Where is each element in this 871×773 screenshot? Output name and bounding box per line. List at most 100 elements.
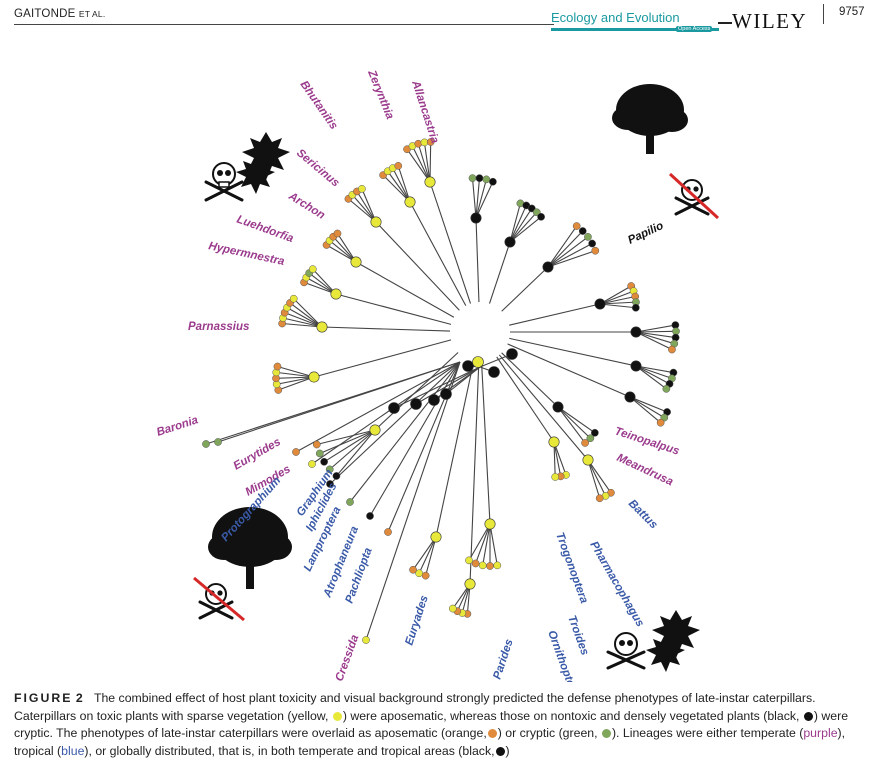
tree-branch xyxy=(382,174,411,203)
tree-branch xyxy=(418,536,437,574)
genus-label: Battus xyxy=(626,498,660,532)
tree-branch xyxy=(429,141,432,183)
tip-phenotype-dot xyxy=(312,440,321,449)
tree-branch xyxy=(323,429,376,463)
legend-dot xyxy=(487,729,497,739)
skull-crossbones-icon xyxy=(204,162,244,202)
tip-phenotype-dot xyxy=(332,472,341,480)
skull-crossbones-crossed-out-icon xyxy=(668,172,720,220)
tip-phenotype-dot xyxy=(409,565,417,574)
tree-branch xyxy=(284,312,323,328)
tip-phenotype-dot xyxy=(581,439,589,447)
tree-branch xyxy=(375,221,460,311)
tree-branch xyxy=(329,429,376,470)
ancestral-state-node xyxy=(428,394,440,406)
tip-phenotype-dot xyxy=(308,460,316,468)
tree-branch xyxy=(326,244,357,263)
tree-branch xyxy=(355,261,455,318)
tree-branch xyxy=(282,322,323,328)
tree-branch xyxy=(348,198,377,223)
tree-branch xyxy=(553,441,556,477)
tree-branch xyxy=(365,361,461,641)
tree-branch xyxy=(507,343,631,398)
tree-branch xyxy=(635,331,673,351)
ancestral-state-node xyxy=(506,348,518,360)
tree-branch xyxy=(599,303,636,309)
tree-branch xyxy=(425,536,437,576)
tree-branch xyxy=(509,205,527,243)
page-number-rule xyxy=(823,4,824,24)
author-name: GAITONDE xyxy=(14,8,76,20)
genus-label: Parnassius xyxy=(188,321,249,333)
genus-label: Meandrusa xyxy=(615,452,676,489)
legend-dot xyxy=(601,729,611,739)
tree-branch xyxy=(496,356,555,443)
tree-branch xyxy=(313,339,452,378)
tree-branch xyxy=(335,293,452,325)
tree-branch xyxy=(435,361,475,538)
tree-branch xyxy=(501,266,549,312)
ancestral-state-node xyxy=(548,436,560,448)
caption-text: ) were aposematic, whereas those on nont… xyxy=(342,708,803,723)
legend-dot xyxy=(803,711,813,721)
genus-label: Eurytides xyxy=(232,436,283,473)
tip-phenotype-dot xyxy=(475,174,484,183)
tree-branch xyxy=(406,148,431,183)
ancestral-state-node xyxy=(504,236,516,248)
tip-phenotype-dot xyxy=(394,162,403,170)
tip-phenotype-dot xyxy=(320,457,328,466)
tree-branch xyxy=(369,361,461,517)
tree-branch xyxy=(329,361,461,485)
tree-branch xyxy=(374,352,459,431)
caption-text: ) were cryptic. The phenotypes of late-i… xyxy=(14,708,849,741)
tree-branch xyxy=(412,536,437,571)
genus-label: Archon xyxy=(286,190,327,222)
tree-branch xyxy=(509,303,601,326)
tree-branch xyxy=(316,429,376,446)
ancestral-state-node xyxy=(404,196,416,208)
tree-branch xyxy=(293,298,323,328)
genus-label: Troides xyxy=(565,614,590,657)
tip-phenotype-dot xyxy=(551,473,560,481)
tree-branch xyxy=(387,170,411,203)
tree-branch xyxy=(599,301,636,305)
tip-phenotype-dot xyxy=(482,175,491,184)
tip-phenotype-dot xyxy=(214,438,222,446)
tip-phenotype-dot xyxy=(465,556,473,565)
tree-branch xyxy=(312,268,337,295)
ancestral-state-node xyxy=(488,366,500,378)
tree-branch xyxy=(276,376,315,385)
ancestral-state-node xyxy=(350,256,362,268)
tip-phenotype-dot xyxy=(358,185,366,193)
tip-phenotype-dot xyxy=(588,239,596,248)
tip-phenotype-dot xyxy=(426,138,435,146)
tree-branch xyxy=(282,317,323,328)
genus-label: Cressida xyxy=(334,633,362,682)
tree-branch xyxy=(278,376,315,391)
tree-branch xyxy=(469,361,480,585)
tree-branch xyxy=(635,365,667,390)
ancestral-state-node xyxy=(430,531,442,543)
tree-branch xyxy=(303,281,337,295)
tree-branch xyxy=(635,324,676,333)
tree-branch xyxy=(629,396,665,419)
caption-number: 2 xyxy=(75,691,83,705)
ancestral-state-node xyxy=(440,388,452,400)
tree-branch xyxy=(276,371,315,378)
tree-branch xyxy=(397,165,411,203)
ancestral-state-node xyxy=(388,402,400,414)
tree-branch xyxy=(332,236,357,263)
tree-branch xyxy=(509,208,533,243)
ancestral-state-node xyxy=(470,212,482,224)
ancestral-state-node xyxy=(316,321,328,333)
tree-silhouette-icon xyxy=(208,507,292,589)
caption-body: The combined effect of host plant toxici… xyxy=(14,691,848,758)
caption-text: ) xyxy=(505,743,510,758)
tree-nodes xyxy=(202,138,680,644)
tip-phenotype-dot xyxy=(468,174,477,183)
tree-branch xyxy=(415,366,481,405)
caption-text: ) or cryptic (green, xyxy=(497,726,601,741)
tree-branch xyxy=(587,459,612,494)
tree-branch xyxy=(509,203,521,243)
tree-branch xyxy=(599,295,636,305)
